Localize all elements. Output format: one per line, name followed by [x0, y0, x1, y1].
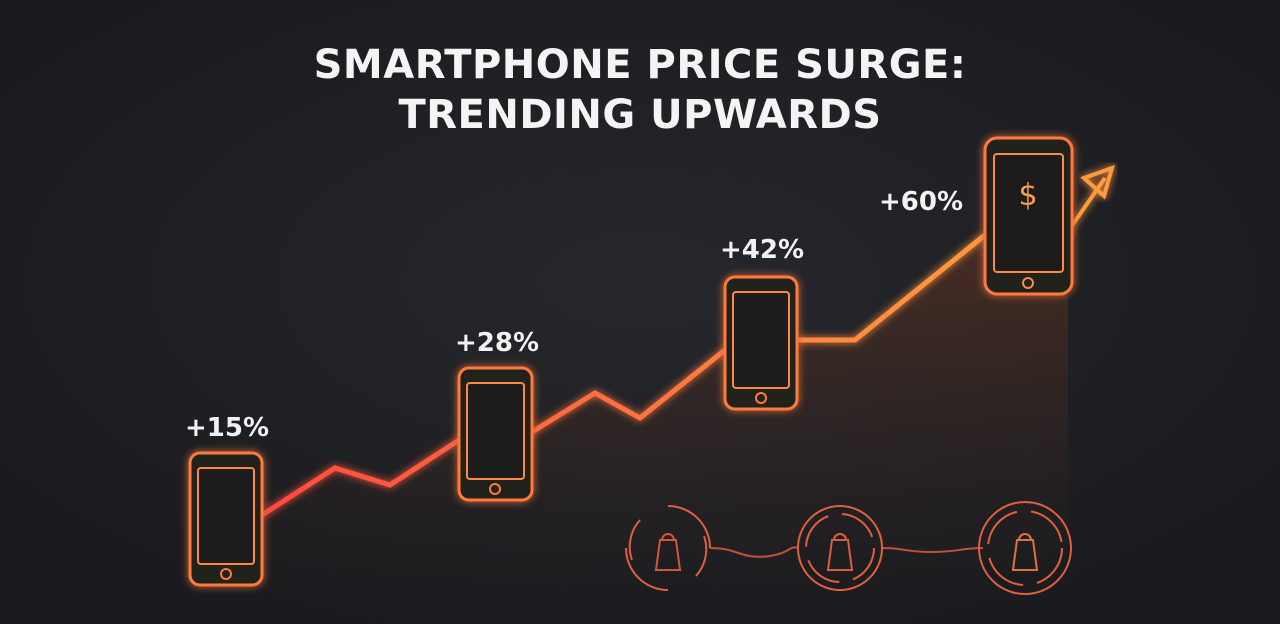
cycle-icon: [797, 505, 883, 591]
arrow-head: [1080, 164, 1115, 200]
title-line: TRENDING UPWARDS: [398, 92, 881, 138]
phone: [457, 366, 534, 502]
step-label: +28%: [455, 328, 539, 358]
phone: [188, 451, 264, 587]
svg-text:$: $: [1018, 178, 1037, 213]
step-label: +42%: [720, 235, 804, 265]
phone: $: [983, 136, 1074, 296]
title-line: SMARTPHONE PRICE SURGE:: [314, 42, 967, 88]
cycle-icons: [625, 501, 1072, 595]
step-label: +15%: [185, 413, 269, 443]
cycle-icon: [978, 501, 1072, 595]
trend-line: [260, 233, 987, 518]
step-label: +60%: [879, 187, 963, 217]
phone: [723, 275, 799, 411]
cycle-icon: [625, 505, 711, 591]
